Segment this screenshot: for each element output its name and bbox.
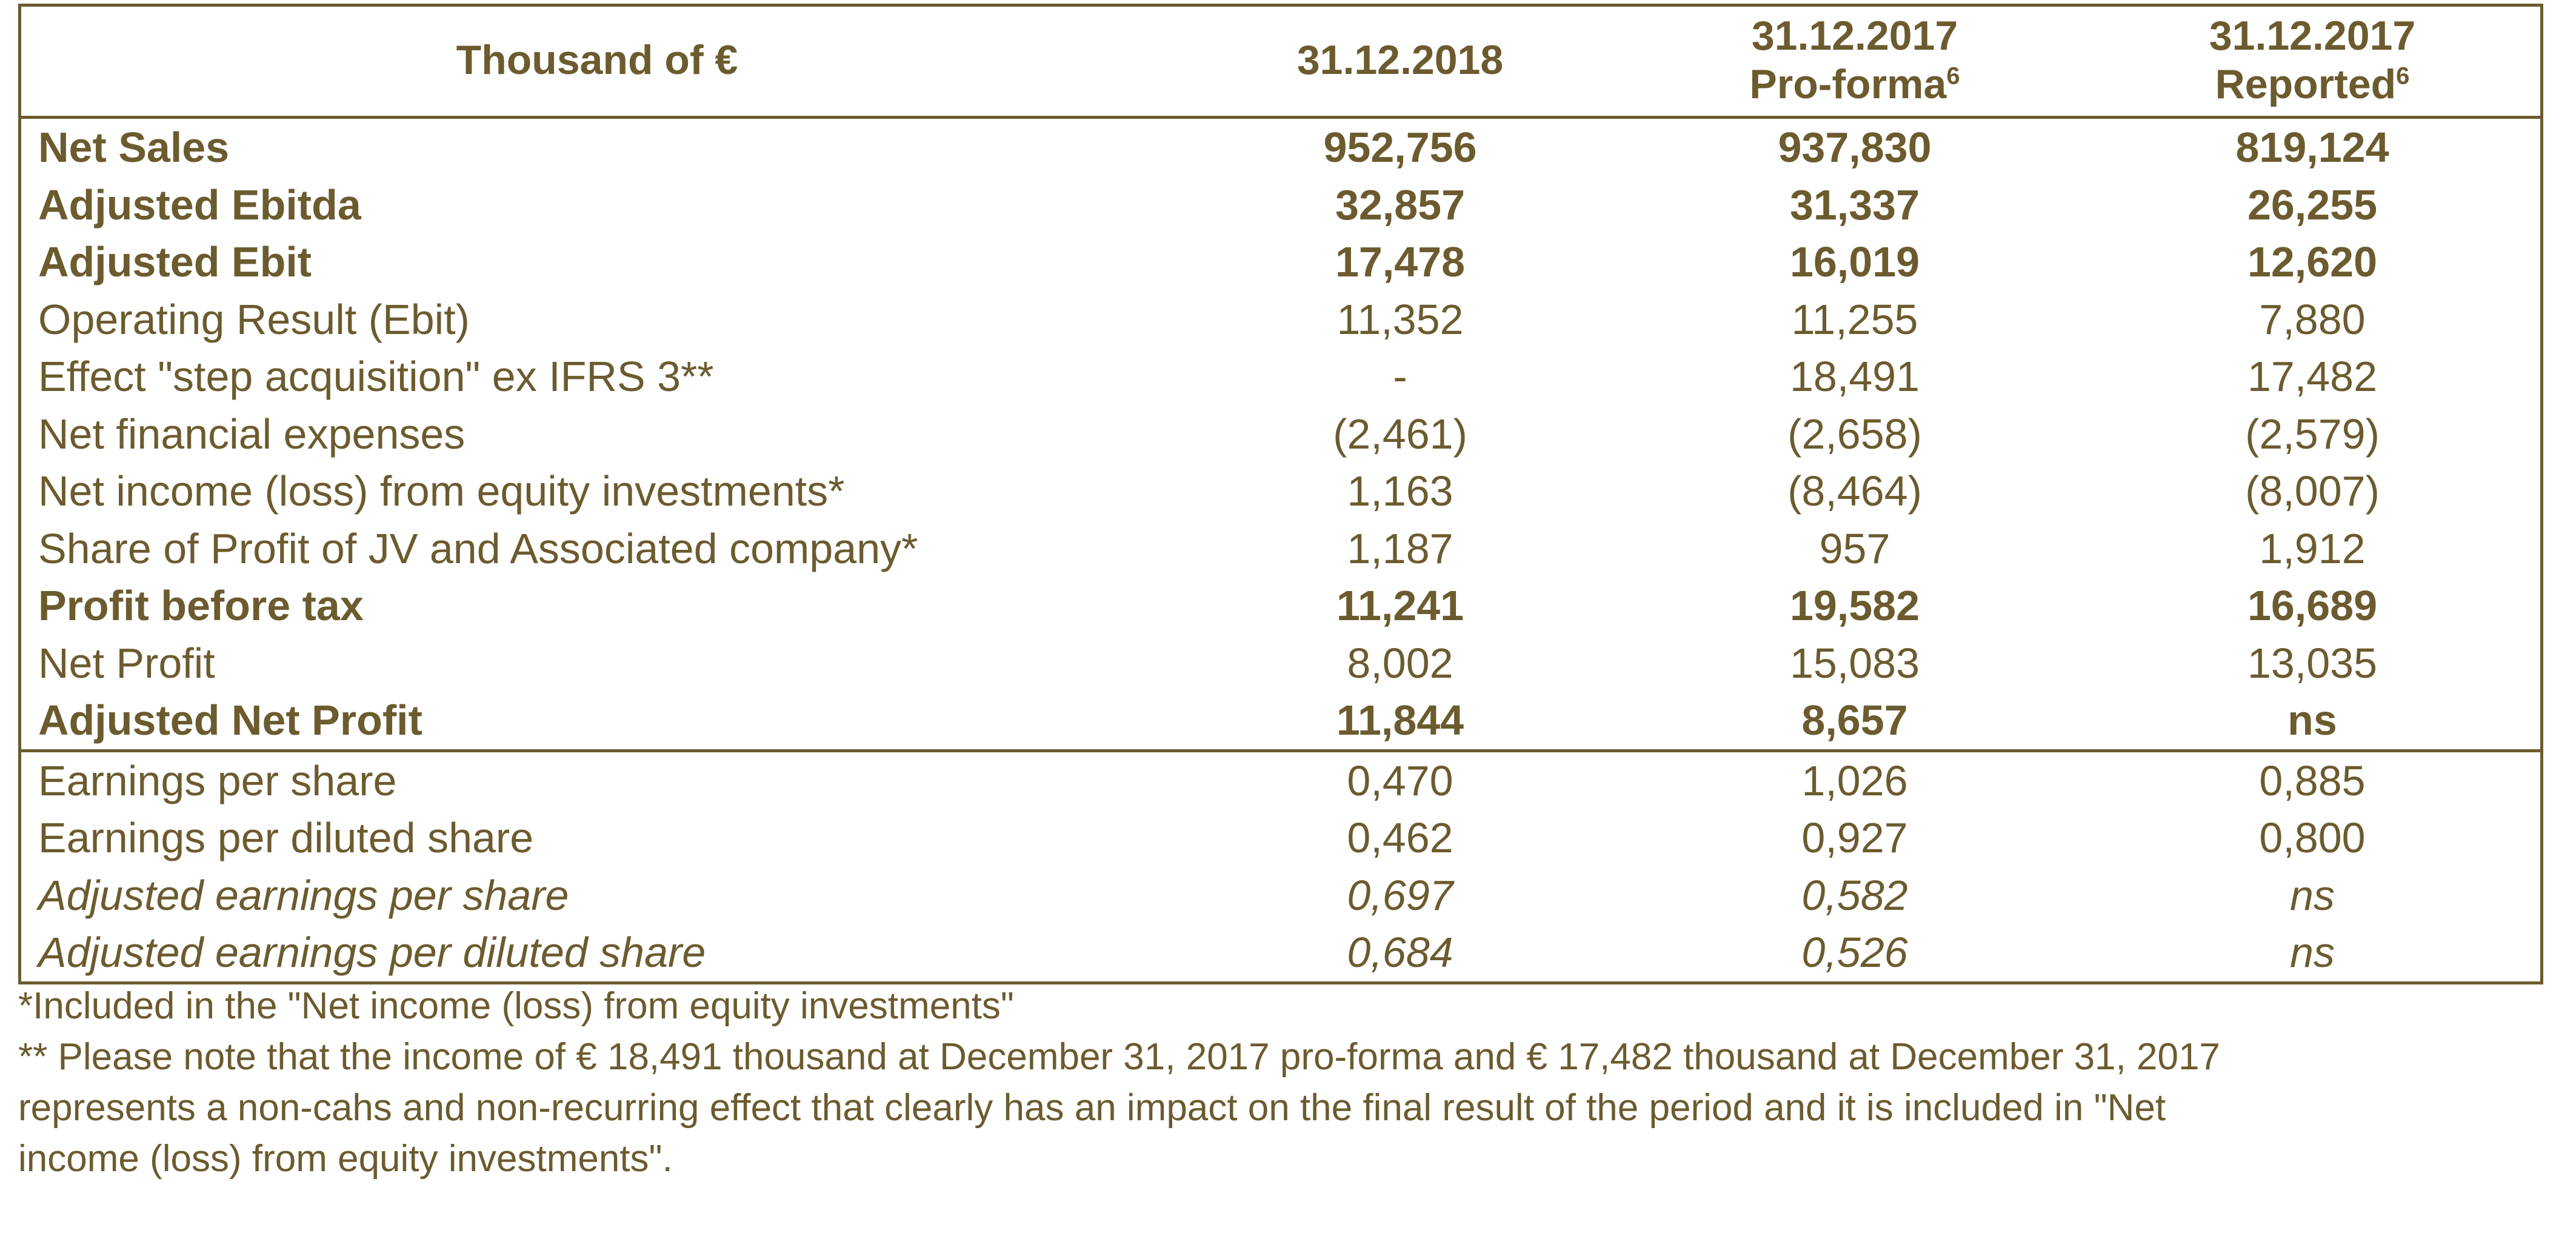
row-value-2017-proforma: 31,337 <box>1789 181 1920 229</box>
row-value-2018: 952,756 <box>1323 124 1477 171</box>
row-value-2017-reported: 819,124 <box>2235 124 2389 171</box>
row-label: Net Sales <box>38 124 230 171</box>
row-value-2017-reported: 13,035 <box>2247 639 2378 687</box>
row-value-2018: 0,697 <box>1347 871 1453 919</box>
table-row-step-acquisition: Effect "step acquisition" ex IFRS 3** - … <box>21 348 2543 406</box>
table-row-share-of-profit-jv: Share of Profit of JV and Associated com… <box>21 520 2543 578</box>
row-value-2017-proforma: 937,830 <box>1778 124 1932 171</box>
row-label: Effect "step acquisition" ex IFRS 3** <box>38 353 714 400</box>
row-value-2018: 1,163 <box>1347 467 1453 515</box>
row-value-2017-reported: 16,689 <box>2247 582 2378 629</box>
row-label: Share of Profit of JV and Associated com… <box>38 524 918 572</box>
row-label: Net financial expenses <box>38 410 465 458</box>
row-value-2017-proforma: 0,582 <box>1801 871 1908 919</box>
row-value-2017-reported: (2,579) <box>2245 410 2380 458</box>
row-value-2017-reported: 0,885 <box>2082 749 2543 809</box>
row-value-2018: 0,462 <box>1347 814 1453 861</box>
row-value-2017-proforma: 19,582 <box>1789 582 1920 629</box>
row-value-2017-proforma: 0,526 <box>1801 929 1908 976</box>
row-value-2017-reported: 12,620 <box>2247 238 2378 286</box>
header-col-2017-reported-footnote: 6 <box>2396 62 2410 90</box>
header-col-2017-reported: 31.12.2017 Reported6 <box>2082 7 2543 119</box>
row-value-2018: 0,684 <box>1347 929 1453 976</box>
row-value-2017-reported: (8,007) <box>2245 467 2380 515</box>
table-row-adjusted-ebit: Adjusted Ebit 17,478 16,019 12,620 <box>21 233 2543 291</box>
row-value-2018: 17,478 <box>1335 238 1466 286</box>
header-col-2017-proforma: 31.12.2017 Pro-forma6 <box>1627 7 2082 119</box>
row-label: Adjusted earnings per share <box>38 871 569 919</box>
footnote-1: *Included in the "Net income (loss) from… <box>18 985 1014 1027</box>
row-value-2018: 8,002 <box>1347 639 1453 687</box>
table-row-net-income-equity: Net income (loss) from equity investment… <box>21 463 2543 520</box>
row-value-2018: 11,241 <box>1336 582 1464 629</box>
header-label-col: Thousand of € <box>21 7 1173 119</box>
row-label: Earnings per diluted share <box>38 814 534 861</box>
header-col-2017-proforma-footnote: 6 <box>1946 62 1960 90</box>
footnote-2-line-1: ** Please note that the income of € 18,4… <box>18 1036 2220 1078</box>
row-label: Earnings per share <box>21 749 1173 809</box>
row-value-2018: - <box>1393 353 1407 400</box>
row-label: Adjusted Ebitda <box>38 181 361 229</box>
row-label: Profit before tax <box>38 582 364 629</box>
table-row-net-financial-expenses: Net financial expenses (2,461) (2,658) (… <box>21 406 2543 463</box>
row-label: Net income (loss) from equity investment… <box>38 467 845 515</box>
row-value-2017-proforma: 957 <box>1819 524 1890 572</box>
row-value-2017-proforma: 18,491 <box>1789 353 1920 400</box>
row-value-2018: (2,461) <box>1333 410 1467 458</box>
header-col-2017-proforma-label: Pro-forma <box>1749 61 1947 107</box>
row-value-2018: 11,352 <box>1336 295 1464 343</box>
table-header-row: Thousand of € 31.12.2018 31.12.2017 Pro-… <box>21 7 2543 119</box>
row-label: Adjusted Net Profit <box>38 697 422 744</box>
table-row-net-sales: Net Sales 952,756 937,830 819,124 <box>21 118 2543 176</box>
row-value-2017-proforma: 1,026 <box>1627 749 2082 809</box>
row-value-2018: 1,187 <box>1347 524 1453 572</box>
row-value-2017-reported: ns <box>2290 871 2335 919</box>
table-row-adjusted-diluted-eps: Adjusted earnings per diluted share 0,68… <box>21 924 2543 981</box>
row-value-2017-reported: ns <box>2290 929 2335 976</box>
row-value-2017-proforma: (2,658) <box>1787 410 1922 458</box>
table-row-operating-result: Operating Result (Ebit) 11,352 11,255 7,… <box>21 291 2543 349</box>
row-value-2017-proforma: 8,657 <box>1801 697 1908 744</box>
row-label: Adjusted earnings per diluted share <box>38 929 706 976</box>
header-col-2018: 31.12.2018 <box>1173 7 1627 119</box>
row-value-2017-reported: 0,800 <box>2259 814 2366 861</box>
row-value-2018: 0,470 <box>1173 749 1627 809</box>
table-row-earnings-per-diluted-share: Earnings per diluted share 0,462 0,927 0… <box>21 809 2543 867</box>
table-row-net-profit: Net Profit 8,002 15,083 13,035 <box>21 635 2543 692</box>
table-row-earnings-per-share: Earnings per share 0,470 1,026 0,885 <box>21 749 2543 809</box>
row-value-2017-proforma: 16,019 <box>1789 238 1920 286</box>
row-label: Adjusted Ebit <box>38 238 312 286</box>
row-value-2017-proforma: (8,464) <box>1787 467 1922 515</box>
row-value-2017-reported: 1,912 <box>2259 524 2366 572</box>
row-value-2017-proforma: 11,255 <box>1791 295 1918 343</box>
footnotes: *Included in the "Net income (loss) from… <box>18 981 2576 1185</box>
row-value-2018: 11,844 <box>1336 697 1464 744</box>
table-row-adjusted-net-profit: Adjusted Net Profit 11,844 8,657 ns <box>21 692 2543 750</box>
table-row-profit-before-tax: Profit before tax 11,241 19,582 16,689 <box>21 577 2543 635</box>
row-label: Operating Result (Ebit) <box>38 295 470 343</box>
row-value-2017-reported: 17,482 <box>2247 353 2378 400</box>
financial-table-frame: Thousand of € 31.12.2018 31.12.2017 Pro-… <box>18 4 2543 984</box>
row-value-2017-reported: 26,255 <box>2247 181 2378 229</box>
row-label: Net Profit <box>38 639 215 687</box>
header-col-2017-reported-label: Reported <box>2215 61 2397 107</box>
row-value-2017-reported: ns <box>2287 697 2337 744</box>
header-col-2017-proforma-date: 31.12.2017 <box>1751 13 1958 59</box>
table-row-adjusted-ebitda: Adjusted Ebitda 32,857 31,337 26,255 <box>21 176 2543 234</box>
table-row-adjusted-eps: Adjusted earnings per share 0,697 0,582 … <box>21 867 2543 924</box>
row-value-2017-proforma: 15,083 <box>1789 639 1920 687</box>
row-value-2017-reported: 7,880 <box>2259 295 2366 343</box>
row-value-2018: 32,857 <box>1335 181 1466 229</box>
row-value-2017-proforma: 0,927 <box>1801 814 1908 861</box>
header-col-2017-reported-date: 31.12.2017 <box>2209 13 2416 59</box>
footnote-2-line-3: income (loss) from equity investments". <box>18 1138 673 1180</box>
footnote-2-line-2: represents a non-cahs and non-recurring … <box>18 1087 2166 1129</box>
financial-table: Thousand of € 31.12.2018 31.12.2017 Pro-… <box>21 7 2543 981</box>
